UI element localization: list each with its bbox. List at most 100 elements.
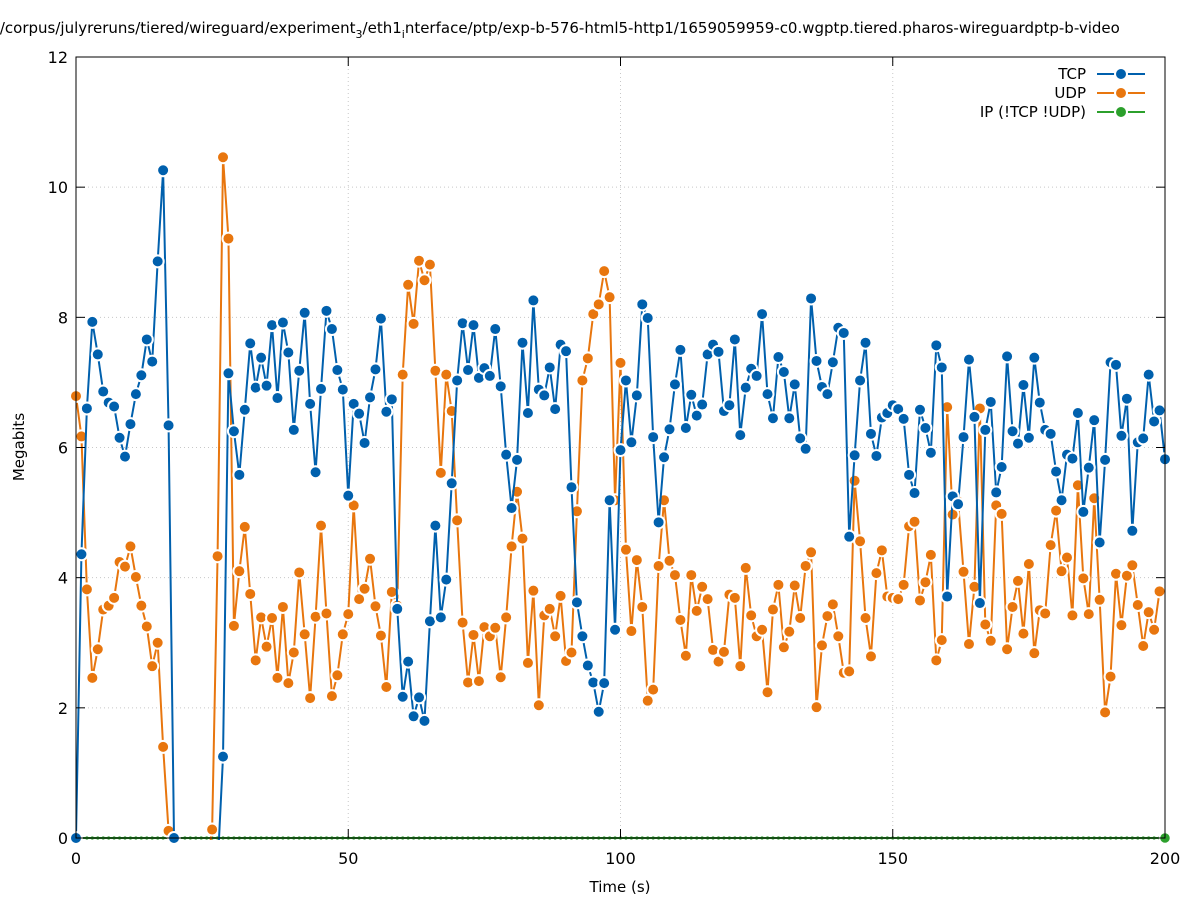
data-point (1043, 538, 1058, 553)
data-point (1016, 626, 1031, 641)
data-point (461, 363, 476, 378)
data-point (624, 624, 639, 639)
data-point (923, 445, 938, 460)
data-point (771, 350, 786, 365)
data-point (755, 307, 770, 322)
data-point (384, 392, 399, 407)
data-point (684, 568, 699, 583)
data-point (74, 547, 89, 562)
data-point (912, 402, 927, 417)
data-point (640, 310, 655, 325)
data-point (831, 629, 846, 644)
data-point (934, 633, 949, 648)
data-point (79, 582, 94, 597)
data-point (254, 350, 269, 365)
data-point (1005, 424, 1020, 439)
data-point (983, 633, 998, 648)
data-point (156, 163, 171, 178)
data-point (439, 367, 454, 382)
data-point (618, 542, 633, 557)
series-tcp (69, 163, 1172, 845)
data-point (907, 486, 922, 501)
data-point (265, 611, 280, 626)
data-point (804, 291, 819, 306)
data-point (580, 351, 595, 366)
data-point (869, 448, 884, 463)
data-point (1043, 426, 1058, 441)
data-point (798, 441, 813, 456)
data-point (526, 583, 541, 598)
chart-title: t/corpus/julyreruns/tiered/wireguard/exp… (0, 19, 1120, 41)
data-point (618, 373, 633, 388)
y-axis-label: Megabits (10, 413, 28, 481)
data-point (221, 366, 236, 381)
data-point (1130, 598, 1145, 613)
data-point (1103, 669, 1118, 684)
data-point (314, 518, 329, 533)
data-point (319, 606, 334, 621)
data-point (749, 368, 764, 383)
tick-labels: 0 2 4 6 8 10 12 0 50 100 150 200 (48, 48, 1181, 868)
data-point (951, 497, 966, 512)
data-point (1027, 350, 1042, 365)
data-point (510, 452, 525, 467)
data-point (1010, 436, 1025, 451)
data-point (303, 691, 318, 706)
data-point (667, 568, 682, 583)
data-point (613, 355, 628, 370)
data-point (820, 609, 835, 624)
data-point (150, 254, 165, 269)
data-point (782, 411, 797, 426)
data-point (145, 659, 160, 674)
data-point (1147, 414, 1162, 429)
data-point (847, 473, 862, 488)
data-point (934, 360, 949, 375)
data-point (738, 380, 753, 395)
data-point (891, 592, 906, 607)
data-point (689, 408, 704, 423)
x-tick-label: 150 (877, 849, 908, 868)
data-point (357, 435, 372, 450)
data-point (1021, 556, 1036, 571)
data-point (466, 318, 481, 333)
y-tick-label: 8 (58, 308, 68, 327)
data-point (874, 543, 889, 558)
data-point (341, 607, 356, 622)
data-point (1092, 535, 1107, 550)
data-point (798, 558, 813, 573)
data-point (281, 345, 296, 360)
data-point (1059, 550, 1074, 565)
data-point (1054, 564, 1069, 579)
y-tick-label: 10 (48, 178, 68, 197)
data-point (569, 595, 584, 610)
data-point (711, 344, 726, 359)
chart-title-part-3: nterface/ptp/exp-b-576-html5-http1/16590… (405, 19, 1120, 37)
data-point (787, 578, 802, 593)
data-point (1114, 618, 1129, 633)
data-point (847, 448, 862, 463)
data-point (412, 690, 427, 705)
data-point (673, 612, 688, 627)
data-point (466, 627, 481, 642)
data-point (297, 627, 312, 642)
data-point (237, 519, 252, 534)
data-point (96, 384, 111, 399)
data-point (738, 560, 753, 575)
data-point (1125, 523, 1140, 538)
data-point (907, 514, 922, 529)
data-point (128, 570, 143, 585)
data-point (90, 347, 105, 362)
data-point (520, 655, 535, 670)
data-point (357, 581, 372, 596)
data-point (226, 618, 241, 633)
data-point (363, 390, 378, 405)
data-point (902, 467, 917, 482)
data-point (1081, 460, 1096, 475)
data-point (1032, 395, 1047, 410)
y-tick-label: 4 (58, 569, 68, 588)
data-point (755, 622, 770, 637)
data-point (515, 335, 530, 350)
data-point (733, 428, 748, 443)
legend-marker (1114, 67, 1128, 81)
